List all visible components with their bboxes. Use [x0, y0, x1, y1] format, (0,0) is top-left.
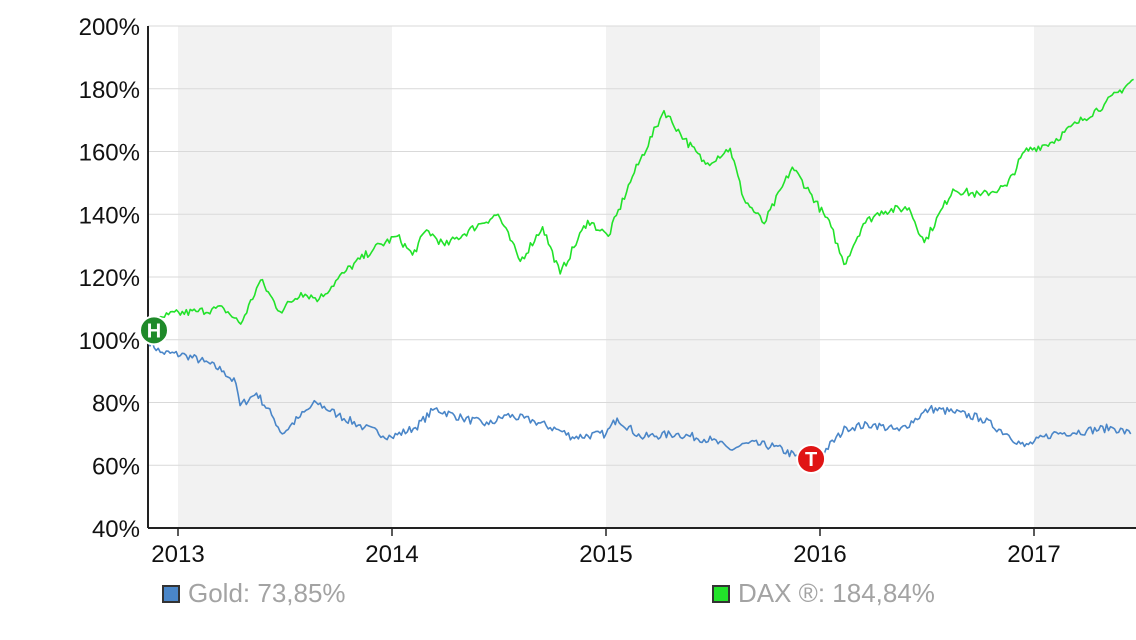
x-tick-label: 2016	[793, 541, 846, 568]
series-lines	[147, 78, 1134, 461]
series-line-gold	[147, 339, 1132, 461]
y-tick-label: 200%	[79, 14, 140, 41]
event-markers: HT	[139, 315, 827, 474]
y-tick-label: 120%	[79, 265, 140, 292]
svg-text:H: H	[147, 320, 161, 342]
axes	[147, 26, 1136, 529]
legend-item-dax[interactable]: DAX ®: 184,84%	[712, 578, 935, 609]
x-tick-label: 2017	[1007, 541, 1060, 568]
legend-dax-label: DAX ®: 184,84%	[738, 578, 935, 608]
y-tick-label: 140%	[79, 202, 140, 229]
marker-h[interactable]: H	[139, 315, 169, 346]
y-axis-ticks: 40% 60% 80% 100% 120% 140% 160% 180% 200%	[79, 14, 140, 543]
x-axis-ticks: 2013 2014 2015 2016 2017	[151, 528, 1061, 568]
svg-text:T: T	[805, 449, 817, 471]
y-tick-label: 60%	[92, 453, 140, 480]
x-tick-label: 2015	[579, 541, 632, 568]
series-line-dax	[147, 78, 1134, 329]
dax-swatch	[712, 584, 730, 603]
gold-swatch	[162, 584, 180, 603]
y-tick-label: 80%	[92, 391, 140, 418]
legend-gold-label: Gold: 73,85%	[188, 578, 346, 608]
y-tick-label: 100%	[79, 328, 140, 355]
x-tick-label: 2014	[365, 541, 418, 568]
legend-item-gold[interactable]: Gold: 73,85%	[162, 578, 346, 609]
marker-t[interactable]: T	[796, 443, 827, 474]
y-tick-label: 160%	[79, 140, 140, 167]
y-tick-label: 180%	[79, 77, 140, 104]
y-tick-label: 40%	[92, 516, 140, 543]
x-tick-label: 2013	[151, 541, 204, 568]
